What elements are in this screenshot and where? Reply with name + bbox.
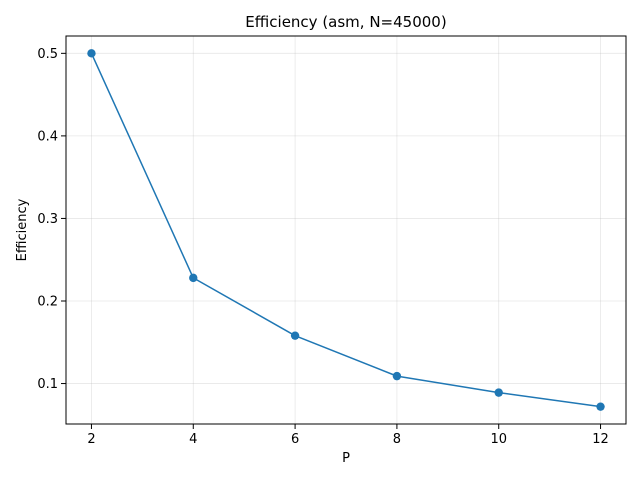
x-tick-label: 6 <box>291 432 299 447</box>
data-point <box>494 388 503 397</box>
x-axis-ticks: 2 4 6 8 10 12 <box>87 424 609 447</box>
y-axis-title: Efficiency <box>15 198 30 261</box>
data-point <box>189 273 198 283</box>
y-tick-label: 0.1 <box>37 377 58 392</box>
x-tick-label: 8 <box>393 432 401 447</box>
x-tick-label: 10 <box>490 432 507 447</box>
data-point <box>596 402 605 411</box>
plot-frame <box>65 35 627 425</box>
y-tick-label: 0.3 <box>37 212 58 227</box>
x-tick-label: 4 <box>189 432 197 447</box>
chart-title: Efficiency (asm, N=45000) <box>245 13 446 31</box>
series-layer <box>87 49 605 411</box>
data-point <box>290 331 300 340</box>
y-tick-label: 0.4 <box>37 129 58 144</box>
data-point <box>392 371 402 381</box>
y-tick-label: 0.5 <box>37 47 58 62</box>
x-tick-label: 2 <box>87 432 95 447</box>
data-point <box>87 49 96 58</box>
x-tick-label: 12 <box>592 432 609 447</box>
grid <box>66 36 626 424</box>
y-tick-label: 0.2 <box>37 294 58 309</box>
y-axis-ticks: 0.1 0.2 0.3 0.4 0.5 <box>37 47 66 392</box>
x-axis-title: P <box>342 451 350 466</box>
series-line <box>90 53 601 408</box>
